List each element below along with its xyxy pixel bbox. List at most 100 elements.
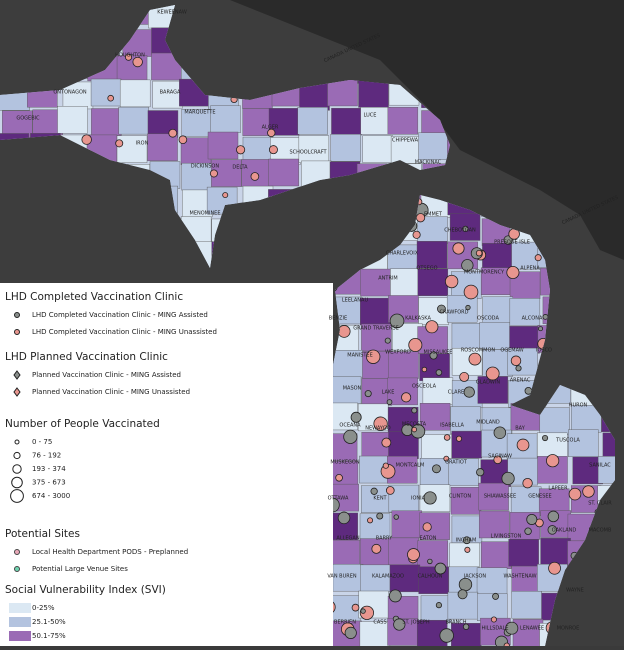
clinic-marker <box>360 608 366 614</box>
county-label: MONTCALM <box>396 463 425 469</box>
county <box>451 430 483 459</box>
clinic-marker <box>132 56 143 68</box>
county <box>508 539 539 567</box>
county-label: INGHAM <box>456 538 477 544</box>
clinic-marker <box>492 592 500 600</box>
county <box>331 107 362 136</box>
clinic-marker <box>267 128 276 138</box>
clinic-marker <box>435 602 442 609</box>
county-label: OTSEGO <box>416 266 437 272</box>
legend-item: LHD Completed Vaccination Clinic - MING … <box>32 328 217 336</box>
county <box>388 351 419 379</box>
county-label: WEXFORD <box>385 350 411 356</box>
legend-symbol <box>14 312 20 318</box>
county-label: LAKE <box>382 390 395 396</box>
county-label: CASS <box>373 620 386 626</box>
county-label: MACKINAC <box>415 160 442 166</box>
legend-symbol <box>14 549 20 555</box>
clinic-marker <box>475 249 483 257</box>
clinic-marker <box>541 434 549 442</box>
county <box>210 105 241 133</box>
clinic-marker <box>250 172 260 181</box>
county <box>539 407 571 435</box>
county-label: BERRIEN <box>334 620 356 626</box>
county-label: ALGER <box>262 125 279 131</box>
legend-symbol <box>14 439 20 445</box>
clinic-marker <box>350 411 362 423</box>
county <box>390 268 421 296</box>
county <box>298 135 330 163</box>
clinic-marker <box>464 546 471 553</box>
clinic-marker <box>81 134 92 145</box>
county-label: OAKLAND <box>552 528 577 534</box>
clinic-marker <box>444 274 459 289</box>
clinic-marker <box>546 454 560 468</box>
county-label: IONIA <box>411 496 426 502</box>
county <box>390 136 422 164</box>
county <box>327 78 358 107</box>
clinic-marker <box>526 513 538 525</box>
county-label: ALPENA <box>520 266 540 272</box>
county <box>477 593 508 621</box>
county-label: ONTONAGON <box>53 90 87 96</box>
county-label: DELTA <box>232 165 248 171</box>
county <box>511 565 542 594</box>
county <box>477 376 509 404</box>
county <box>478 510 510 539</box>
clinic-marker <box>364 390 372 398</box>
county-label: ROSCOMMON <box>461 348 496 354</box>
county <box>359 621 391 646</box>
clinic-marker <box>371 543 382 554</box>
county-label: SANILAC <box>589 463 611 469</box>
county <box>299 83 330 111</box>
county-label: ALCONA <box>522 316 543 322</box>
county <box>420 595 452 623</box>
clinic-marker <box>510 355 522 366</box>
legend-swatch <box>9 631 31 641</box>
clinic-marker <box>505 621 519 635</box>
legend-item: Local Health Department PODS - Preplanne… <box>32 548 188 556</box>
clinic-marker <box>463 284 479 300</box>
county <box>478 482 509 511</box>
county <box>297 107 328 135</box>
clinic-marker <box>516 438 530 452</box>
county <box>540 537 571 566</box>
county-label: GRAND TRAVERSE <box>353 326 399 332</box>
clinic-marker <box>367 517 374 524</box>
county-label: LENAWEE <box>520 626 544 632</box>
county-label: ARENAC <box>510 378 531 384</box>
county-label: SCHOOLCRAFT <box>289 150 327 156</box>
county-label: TUSCOLA <box>555 438 580 444</box>
clinic-marker <box>462 225 469 232</box>
county <box>2 110 33 138</box>
county-label: OGEMAW <box>500 348 523 354</box>
county <box>90 78 122 107</box>
clinic-marker <box>524 527 532 535</box>
county-label: BENZIE <box>329 316 347 322</box>
clinic-marker <box>393 618 406 631</box>
county-label: MECOSTA <box>402 422 427 428</box>
clinic-marker <box>458 577 473 592</box>
clinic-marker <box>439 628 454 643</box>
clinic-marker <box>370 487 378 495</box>
county <box>147 133 178 162</box>
legend-title: Number of People Vaccinated <box>5 418 160 430</box>
county-label: MONTMORENCY <box>464 270 505 276</box>
county-label: EMMET <box>424 212 443 218</box>
county-label: WAYNE <box>566 588 584 594</box>
legend-symbol <box>11 476 23 489</box>
clinic-marker <box>386 399 393 405</box>
county-label: HURON <box>569 403 588 409</box>
legend-symbol <box>13 387 21 397</box>
clinic-marker <box>373 416 388 431</box>
clinic-marker <box>434 562 447 575</box>
clinic-marker <box>388 589 402 603</box>
county <box>360 268 391 297</box>
county-label: MARQUETTE <box>184 110 215 116</box>
county <box>362 135 393 163</box>
county <box>389 564 421 593</box>
county-label: MENOMINEE <box>190 211 221 217</box>
legend-symbol <box>14 329 20 335</box>
clinic-marker <box>501 471 515 486</box>
